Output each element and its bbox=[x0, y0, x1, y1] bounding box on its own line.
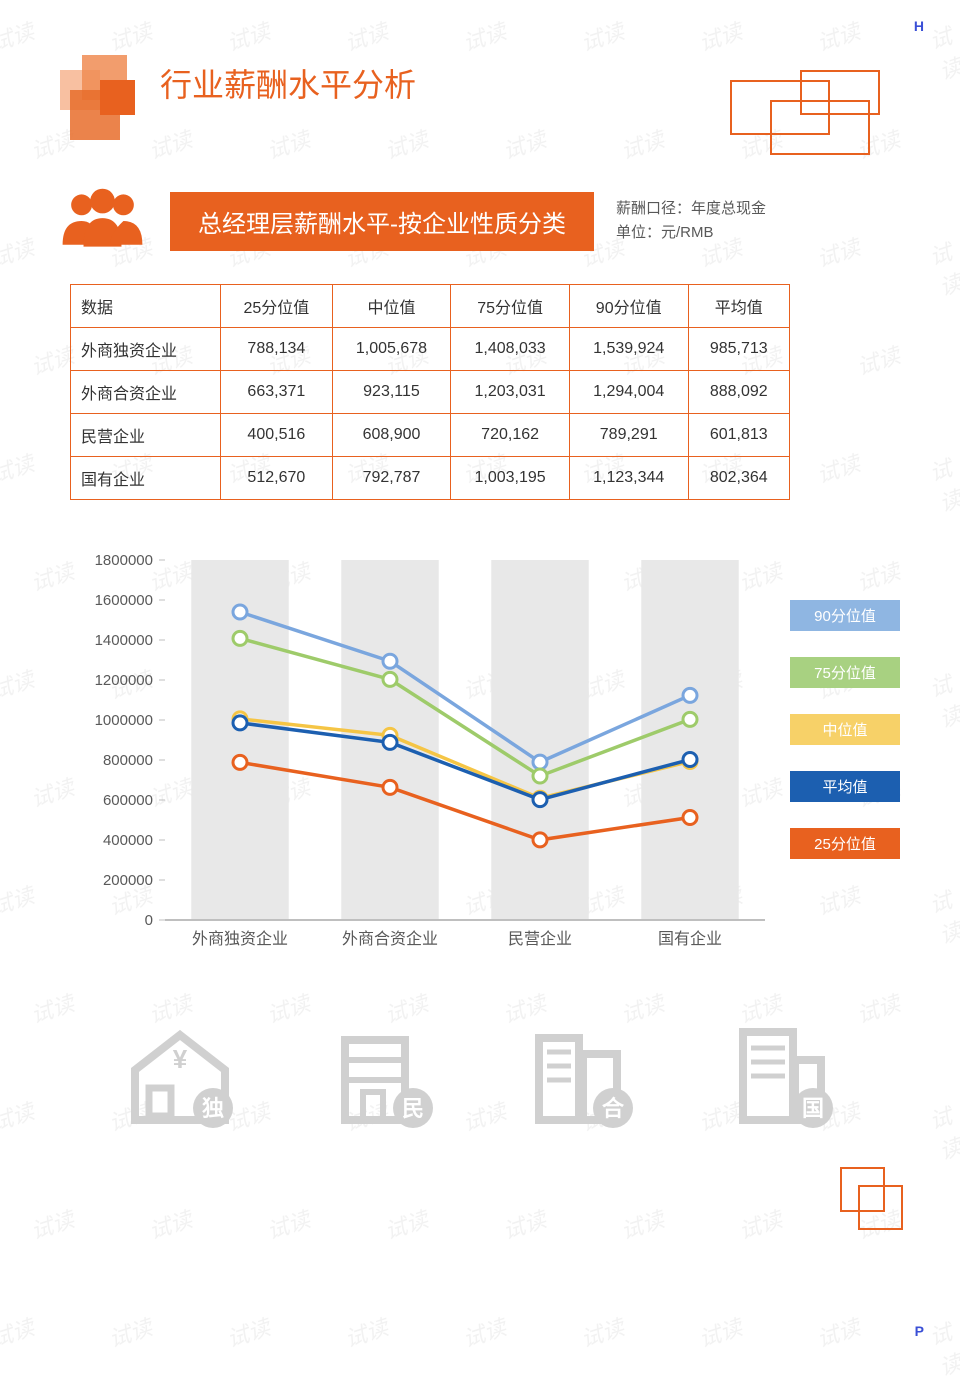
svg-text:独: 独 bbox=[202, 1096, 224, 1121]
table-cell: 400,516 bbox=[221, 414, 333, 457]
chart-legend: 90分位值 75分位值中位值平均值 25分位值 bbox=[790, 600, 900, 885]
table-cell: 1,123,344 bbox=[569, 457, 688, 500]
table-header: 中位值 bbox=[332, 285, 451, 328]
table-cell: 720,162 bbox=[451, 414, 570, 457]
svg-text:国有企业: 国有企业 bbox=[658, 930, 722, 948]
legend-item: 75分位值 bbox=[790, 657, 900, 688]
table-row: 国有企业512,670792,7871,003,1951,123,344802,… bbox=[71, 457, 790, 500]
deco-squares-bottom bbox=[840, 1167, 920, 1247]
table-header: 平均值 bbox=[688, 285, 789, 328]
svg-text:合: 合 bbox=[602, 1096, 625, 1121]
table-cell: 外商独资企业 bbox=[71, 328, 221, 371]
table-cell: 1,539,924 bbox=[569, 328, 688, 371]
meta-line-2: 单位：元/RMB bbox=[616, 221, 766, 245]
table-cell: 1,005,678 bbox=[332, 328, 451, 371]
salary-table: 数据25分位值中位值75分位值90分位值平均值 外商独资企业788,1341,0… bbox=[70, 284, 790, 500]
svg-text:200000: 200000 bbox=[103, 872, 153, 889]
table-cell: 1,003,195 bbox=[451, 457, 570, 500]
table-cell: 512,670 bbox=[221, 457, 333, 500]
table-cell: 788,134 bbox=[221, 328, 333, 371]
table-header: 90分位值 bbox=[569, 285, 688, 328]
svg-text:¥: ¥ bbox=[173, 1044, 188, 1074]
salary-chart: 0 200000 400000 600000 800000 1000000 1200000 1… bbox=[70, 550, 900, 980]
table-cell: 民营企业 bbox=[71, 414, 221, 457]
page-title: 行业薪酬水平分析 bbox=[160, 60, 960, 106]
corner-mark-bottom: P bbox=[915, 1323, 924, 1339]
legend-item: 25分位值 bbox=[790, 828, 900, 859]
table-header: 25分位值 bbox=[221, 285, 333, 328]
table-cell: 985,713 bbox=[688, 328, 789, 371]
table-cell: 1,203,031 bbox=[451, 371, 570, 414]
svg-text:民: 民 bbox=[402, 1096, 424, 1121]
table-cell: 789,291 bbox=[569, 414, 688, 457]
table-row: 民营企业400,516608,900720,162789,291601,813 bbox=[71, 414, 790, 457]
svg-text:国: 国 bbox=[802, 1096, 824, 1121]
table-cell: 888,092 bbox=[688, 371, 789, 414]
svg-text:0: 0 bbox=[145, 912, 153, 929]
banner-meta: 薪酬口径：年度总现金 单位：元/RMB bbox=[616, 197, 766, 245]
table-cell: 663,371 bbox=[221, 371, 333, 414]
svg-text:民营企业: 民营企业 bbox=[508, 930, 572, 948]
footer-icon: 国 bbox=[715, 1010, 845, 1135]
svg-text:1200000: 1200000 bbox=[95, 672, 153, 689]
table-cell: 802,364 bbox=[688, 457, 789, 500]
footer-icon: 民 bbox=[315, 1010, 445, 1135]
svg-text:外商独资企业: 外商独资企业 bbox=[192, 930, 288, 948]
footer-icon-row: ¥ 独 民 合 国 bbox=[80, 1010, 880, 1135]
legend-item: 90分位值 bbox=[790, 600, 900, 631]
svg-text:400000: 400000 bbox=[103, 832, 153, 849]
legend-item: 平均值 bbox=[790, 771, 900, 802]
table-row: 外商独资企业788,1341,005,6781,408,0331,539,924… bbox=[71, 328, 790, 371]
svg-text:600000: 600000 bbox=[103, 792, 153, 809]
svg-text:1000000: 1000000 bbox=[95, 712, 153, 729]
table-cell: 1,294,004 bbox=[569, 371, 688, 414]
svg-text:800000: 800000 bbox=[103, 752, 153, 769]
footer-icon: 合 bbox=[515, 1010, 645, 1135]
footer-icon: ¥ 独 bbox=[115, 1010, 245, 1135]
legend-item: 中位值 bbox=[790, 714, 900, 745]
svg-text:1800000: 1800000 bbox=[95, 552, 153, 569]
svg-text:外商合资企业: 外商合资企业 bbox=[342, 930, 438, 948]
svg-text:1400000: 1400000 bbox=[95, 632, 153, 649]
table-cell: 608,900 bbox=[332, 414, 451, 457]
table-cell: 外商合资企业 bbox=[71, 371, 221, 414]
svg-text:1600000: 1600000 bbox=[95, 592, 153, 609]
table-header: 数据 bbox=[71, 285, 221, 328]
table-cell: 1,408,033 bbox=[451, 328, 570, 371]
table-cell: 923,115 bbox=[332, 371, 451, 414]
table-cell: 国有企业 bbox=[71, 457, 221, 500]
section-banner: 总经理层薪酬水平-按企业性质分类 bbox=[170, 192, 594, 251]
table-cell: 601,813 bbox=[688, 414, 789, 457]
table-row: 外商合资企业663,371923,1151,203,0311,294,00488… bbox=[71, 371, 790, 414]
table-cell: 792,787 bbox=[332, 457, 451, 500]
table-header: 75分位值 bbox=[451, 285, 570, 328]
meta-line-1: 薪酬口径：年度总现金 bbox=[616, 197, 766, 221]
people-icon bbox=[55, 186, 150, 256]
title-square-deco bbox=[60, 55, 160, 145]
